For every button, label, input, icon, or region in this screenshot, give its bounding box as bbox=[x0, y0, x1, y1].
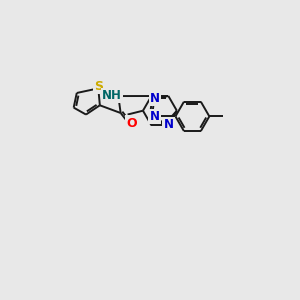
Text: N: N bbox=[164, 118, 174, 131]
Text: N: N bbox=[150, 92, 160, 104]
Text: NH: NH bbox=[102, 89, 122, 102]
Text: S: S bbox=[94, 80, 103, 92]
Text: O: O bbox=[126, 116, 137, 130]
Text: N: N bbox=[150, 110, 160, 123]
